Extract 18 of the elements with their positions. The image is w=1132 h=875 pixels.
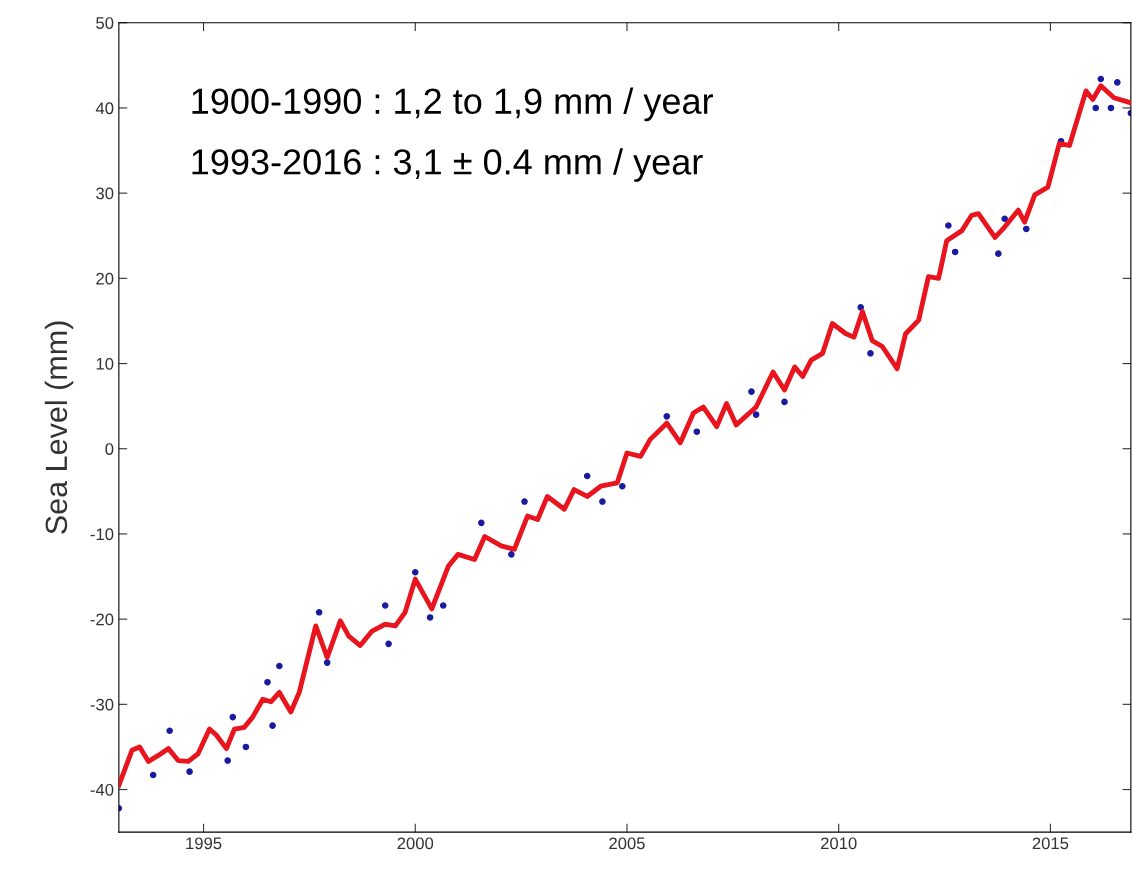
y-tick-label: -30 [90,698,114,711]
x-tick-label: 2000 [397,837,434,850]
annotation: 1900-1990 : 1,2 to 1,9 mm / year [192,87,714,122]
x-tick-label: 2005 [609,837,645,850]
y-tick-label: 10 [96,357,114,370]
y-tick-label: 20 [96,272,114,285]
y-tick-label: 30 [96,187,114,200]
annotation: 1993-2016 : 3,1 ± 0.4 mm / year [192,148,703,182]
y-tick-label: 50 [96,17,114,29]
y-tick-label: -10 [90,528,114,541]
y-tick-label: -40 [90,783,114,796]
x-tick-label: 2010 [821,837,857,850]
y-tick-label: 0 [105,443,114,455]
y-axis-title: Sea Level (mm) [44,321,74,534]
y-tick-label: -20 [90,613,114,626]
y-tick-label: 40 [95,102,114,115]
x-tick-label: 1995 [186,837,222,850]
x-tick-label: 2015 [1032,837,1069,850]
